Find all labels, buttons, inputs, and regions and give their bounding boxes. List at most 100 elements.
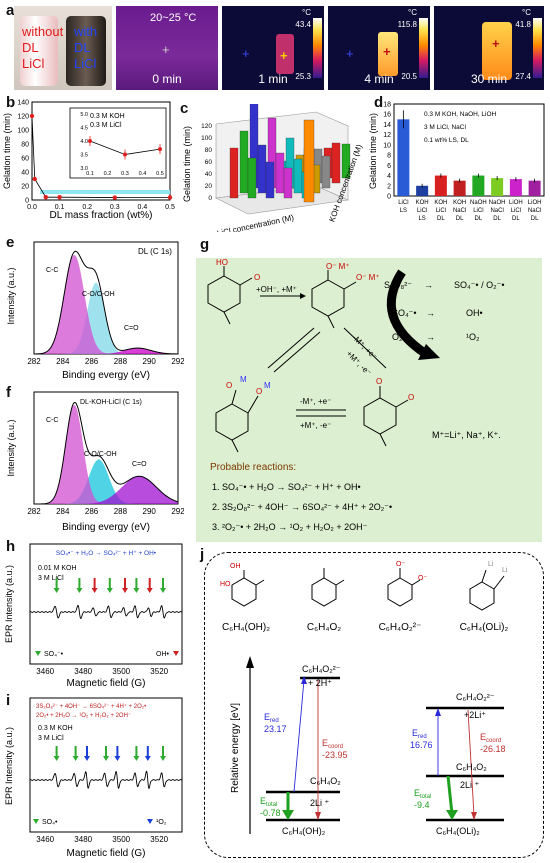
category-label: KOH [416, 200, 429, 206]
x-tick-label: 3500 [112, 667, 130, 676]
y-tick-label: 4 [387, 173, 391, 180]
x-tick-label: 282 [27, 357, 41, 366]
catechol-icon [231, 570, 265, 607]
ir-temp-label: 20~25 °C [150, 12, 197, 24]
inset-y-tick: 3.0 [80, 166, 88, 172]
x-axis-label: Binding evergy (eV) [62, 522, 150, 533]
category-label: LiCl [436, 208, 446, 214]
unit-label: °C [408, 8, 417, 17]
crosshair-icon: + [383, 44, 391, 59]
label-with: with [74, 24, 98, 39]
category-label: LiOH [528, 200, 542, 206]
legend-arrow-icon [147, 819, 153, 824]
spectrum-title: DL (C 1s) [138, 247, 172, 256]
vials-photo: without DL LiCl with DL LiCl [14, 6, 112, 90]
bar-3d [321, 155, 331, 189]
marker-arrow-head [133, 588, 140, 593]
bar [491, 178, 504, 196]
formula-catecholate: C₆H₄O₂²⁻ [379, 622, 422, 633]
x-tick-label: 292 [171, 357, 184, 366]
condition-licl: 3 M LiCl [38, 735, 64, 742]
quinone-o-label: O [408, 393, 414, 402]
category-label: NaOH [470, 200, 487, 206]
series-line [31, 115, 171, 198]
bar-3d [247, 157, 257, 199]
category-label: NaCl [528, 208, 541, 214]
ir-frame-1: + + °C 43.4 25.3 1 min [222, 6, 324, 90]
vial-right-label: with DL LiCl [74, 24, 97, 72]
plot-frame [31, 101, 171, 201]
arrow-head [471, 812, 477, 820]
panel-label-i: i [6, 692, 11, 709]
category-label: NaOH [489, 200, 506, 206]
bar-3d [239, 130, 249, 194]
condition-koh: 0.01 M KOH [38, 565, 77, 572]
category-label: NaCl [453, 208, 466, 214]
category-label: LS [418, 216, 425, 222]
marker-arrow-head [84, 756, 90, 761]
condition-licl: 3 M LiCl [38, 575, 64, 582]
left-mid-species: C₆H₄O₂ [310, 776, 341, 786]
frame-time: 0 min [152, 72, 182, 86]
right-ered-label: Ered [412, 728, 427, 740]
reaction-2: 2. 3S₂O₈²⁻ + 4OH⁻ → 6SO₄²⁻ + 4H⁺ + 2O₂⁻• [212, 502, 392, 512]
crosshair-icon: + [242, 46, 250, 61]
marker-arrow-head [72, 756, 79, 761]
chart-c: 0 20 40 60 80 100 120 Gelation time (min) LiCl… [182, 104, 364, 232]
peak-label-cc: C-C [46, 417, 58, 424]
x-tick-label: 286 [85, 507, 99, 516]
left-top-species: C₆H₄O₂²⁻ [302, 664, 341, 674]
radical-products: SO₄⁻• / O₂⁻• [454, 280, 504, 290]
x-tick-label: 3480 [74, 835, 92, 844]
chelate-m-label: M [264, 381, 271, 390]
marker-arrow-head [53, 756, 60, 761]
energy-axis-label: Relative energy [eV] [230, 703, 241, 793]
quinone-o-label: O [376, 377, 382, 386]
ir-frame-0: 20~25 °C + 0 min [116, 6, 218, 90]
metal-note: M⁺=Li⁺, Na⁺, K⁺. [432, 430, 501, 440]
frame-time: 30 min [470, 72, 508, 86]
inset-point [123, 152, 127, 157]
y-tick-label: 0 [387, 194, 391, 201]
panel-label-j: j [200, 546, 205, 563]
marker-arrow-head [160, 756, 166, 761]
right-etotal-label: Etotal [414, 788, 431, 800]
formula-quinone: C₆H₄O₂ [307, 622, 341, 633]
frame-time: 1 min [258, 72, 288, 86]
mechanism-panel [196, 258, 542, 542]
peak-label-cc: C-C [46, 267, 58, 274]
label-licl-left: LiCl [22, 56, 45, 71]
o-minus-label: O⁻ [418, 575, 427, 582]
epr-spectrum [29, 770, 183, 790]
marker-arrow-head [114, 756, 121, 761]
envelope-curve [33, 401, 178, 505]
s2o8-label: S₂O₈²⁻ [384, 280, 412, 290]
formula-lithium-catecholate: C₆H₄(OLi)₂ [460, 622, 509, 633]
annotation-2: 3 M LiCl, NaCl [424, 124, 466, 131]
equilibrium-arrow [343, 327, 387, 369]
bar-3d [265, 161, 275, 199]
bar [434, 175, 447, 196]
category-label: DL [512, 216, 520, 222]
right-ered-value: 16.76 [410, 740, 433, 750]
peak-label-c-o: C=O [132, 461, 147, 468]
x-axis-label: LiCl concentration (M) [216, 213, 295, 232]
chart-b: 0 20 40 60 80 100 120 140 0.0 0.1 0.2 0.3 0.4 0.5 Gel… [2, 100, 175, 221]
marker-arrow-head [133, 756, 140, 761]
category-label: DL [493, 216, 501, 222]
x-tick-label: 0.4 [138, 204, 148, 211]
x-tick-label: 284 [56, 357, 70, 366]
x-axis-label: Binding evergy (eV) [62, 370, 150, 381]
oh-radical: OH• [466, 308, 483, 318]
max-temp: 41.8 [515, 20, 531, 29]
energy-diagram-panel [204, 552, 544, 858]
arrow-head [435, 708, 441, 716]
legend-1o2: ¹O₂ [156, 819, 167, 826]
x-tick-label: 3460 [36, 835, 54, 844]
panel-label-h: h [6, 538, 16, 555]
category-label: LiCl [511, 208, 521, 214]
marker-arrow-head [106, 588, 113, 593]
crosshair-icon: + [346, 46, 354, 61]
bar-3d [275, 152, 285, 194]
bar-3d [303, 119, 315, 203]
